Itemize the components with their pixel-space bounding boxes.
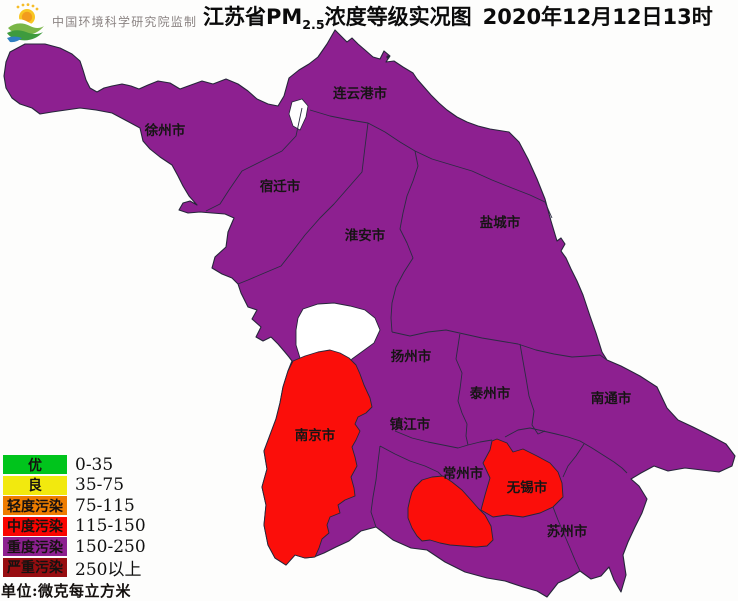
city-label-xuzhou: 徐州市 [144,122,186,139]
craes-logo-icon [7,3,44,43]
title-suffix: 浓度等级实况图 [324,5,472,29]
sun-icon [16,3,39,25]
page-title: 江苏省PM2.5浓度等级实况图 2020年12月12日13时 [203,1,713,32]
title-subscript: 2.5 [302,17,325,33]
legend-range: 250以上 [75,559,142,580]
island-dot [386,55,390,59]
city-label-huaian: 淮安市 [345,227,386,244]
city-label-suzhou: 苏州市 [547,523,588,540]
title-prefix: 江苏省PM [203,5,303,29]
legend-range: 115-150 [75,516,146,536]
region-changzhou-south-red [407,475,494,548]
region-nanjing-red [261,349,373,566]
legend-swatch-good: 良 [3,475,67,495]
legend-row: 中度污染 115-150 [3,516,223,536]
aqi-legend: 优 0-35 良 35-75 轻度污染 75-115 中度污染 115-150 … [3,454,223,580]
legend-swatch-moderate: 中度污染 [3,516,67,536]
city-boundary-lines [205,107,628,572]
city-label-suqian: 宿迁市 [260,178,301,195]
city-label-wuxi: 无锡市 [506,479,548,496]
legend-row: 良 35-75 [3,475,223,495]
legend-range: 35-75 [75,475,125,495]
legend-swatch-excellent: 优 [3,455,67,474]
city-label-yangzhou: 扬州市 [391,348,432,365]
city-label-nantong: 南通市 [591,390,632,407]
logo-caption: 中国环境科学研究院监制 [52,15,198,29]
city-label-yancheng: 盐城市 [480,214,521,231]
legend-range: 0-35 [75,454,114,475]
legend-row: 优 0-35 [3,454,223,475]
title-date: 2020年12月12日13时 [482,5,713,29]
city-label-taizhou: 泰州市 [469,385,511,402]
city-label-lianyungang: 连云港市 [333,85,387,102]
legend-row: 严重污染 250以上 [3,557,223,580]
legend-range: 150-250 [75,536,146,557]
region-wuxi-red [480,438,564,518]
legend-range: 75-115 [75,495,135,516]
legend-unit-note: 单位:微克每立方米 [1,582,132,600]
city-label-changzhou: 常州市 [443,465,484,482]
lake-luoma [288,98,309,131]
legend-swatch-severe: 严重污染 [3,557,67,577]
legend-swatch-light: 轻度污染 [3,496,67,515]
legend-swatch-heavy: 重度污染 [3,537,67,556]
legend-row: 重度污染 150-250 [3,536,223,557]
city-label-zhenjiang: 镇江市 [390,416,431,433]
city-label-nanjing: 南京市 [295,427,336,444]
legend-row: 轻度污染 75-115 [3,495,223,516]
hills-waves-icon [7,19,44,43]
